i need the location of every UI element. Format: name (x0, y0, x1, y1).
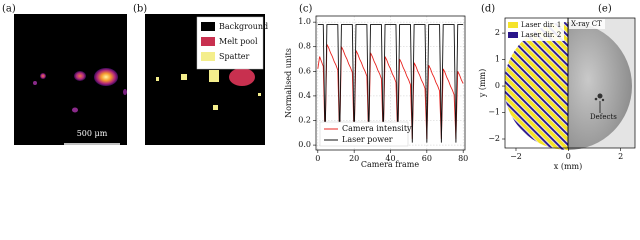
x-tick-label: 80 (458, 154, 468, 163)
x-tick-label: 0 (315, 154, 320, 163)
data-line (317, 24, 464, 143)
legend-swatch (508, 32, 518, 38)
legend-label: Melt pool (219, 37, 258, 46)
axes-d: 2 1 0 −1 −2 −2 0 2 (488, 28, 623, 161)
scale-bar-label: 500 μm (77, 129, 108, 138)
defects (594, 93, 605, 102)
y-tick-label: 1.0 (298, 17, 311, 26)
plot-c: 0.0 0.2 0.4 0.6 0.8 1.0 0 20 40 60 80 Camera intens… (298, 15, 468, 163)
y-tick-label: 0.0 (298, 140, 311, 149)
legend-label: Laser dir. 2 (521, 31, 561, 39)
y-tick-label: 0.8 (298, 42, 311, 51)
legend-label: Background (219, 22, 268, 31)
panel-label: (d) (481, 4, 495, 15)
ct-title: X-ray CT (571, 20, 602, 28)
x-axis-label: Camera frame (361, 160, 419, 169)
data-line (317, 44, 464, 139)
panel-label: (b) (133, 4, 147, 15)
legend-box (506, 19, 564, 41)
y-tick-label: −2 (488, 134, 500, 143)
figure: (a) 500 μm (b) Background Melt pool Spat… (2, 4, 636, 171)
x-tick-label: 20 (349, 154, 359, 163)
y-tick-label: 0.2 (298, 115, 311, 124)
y-axis-label: y (mm) (478, 69, 487, 98)
panel-label: (e) (598, 4, 612, 15)
axes-frame (315, 15, 466, 151)
x-tick-label: 60 (422, 154, 432, 163)
x-tick-label: 40 (385, 154, 395, 163)
panel-label: (c) (299, 4, 313, 15)
y-tick-label: 0.4 (298, 91, 311, 100)
legend-swatch (201, 37, 215, 46)
axes-frame (567, 17, 636, 149)
x-tick-label: 2 (618, 152, 623, 161)
legend-label: Laser dir. 1 (521, 21, 561, 29)
title-box (569, 19, 605, 29)
legend-label: Spatter (219, 52, 250, 61)
annotation: Defects (590, 113, 617, 121)
panel-label: (a) (2, 4, 16, 15)
legend-box (319, 121, 409, 147)
x-axis-label: x (mm) (554, 162, 582, 171)
legend-label: Camera intensity (342, 124, 412, 133)
segmentation-blobs (156, 68, 261, 110)
legend-swatch (201, 52, 215, 61)
x-tick-label: 0 (566, 152, 571, 161)
legend-label: Laser power (342, 135, 393, 144)
y-tick-label: −1 (488, 108, 500, 117)
spatter-blobs (33, 68, 127, 113)
legend-swatch (201, 22, 215, 31)
y-tick-label: 0.6 (298, 66, 311, 75)
legend-swatch (508, 22, 518, 28)
y-axis-label: Normalised units (284, 48, 293, 118)
x-tick-label: −2 (510, 152, 522, 161)
y-tick-label: 2 (495, 28, 500, 37)
y-tick-label: 0 (495, 81, 500, 90)
y-tick-label: 1 (495, 55, 500, 64)
